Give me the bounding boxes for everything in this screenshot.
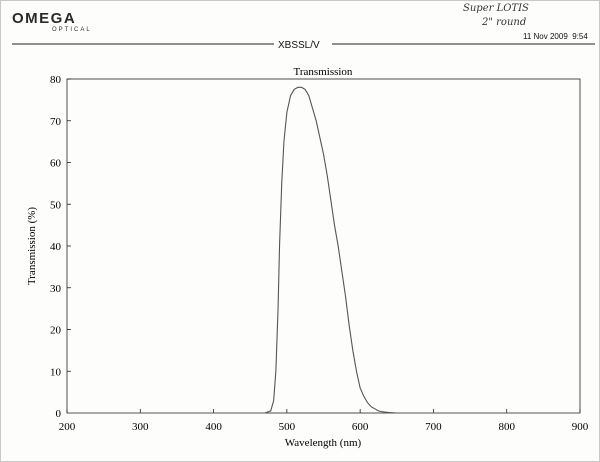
datetime-stamp: 11 Nov 2009 9:54 <box>523 32 588 41</box>
plot-frame <box>66 78 581 414</box>
filter-name: XBSSL/V <box>278 40 320 51</box>
transmission-curve <box>67 86 580 414</box>
time-text: 9:54 <box>572 32 588 41</box>
x-tick-label: 700 <box>425 421 442 433</box>
omega-logo: OMEGA OPTICAL <box>12 6 102 34</box>
logo-text: OMEGA <box>12 10 77 27</box>
logo-subtext: OPTICAL <box>52 27 92 33</box>
chart-title: Transmission <box>294 66 353 78</box>
y-tick-label: 10 <box>50 366 62 378</box>
handwritten-note-line1: Super LOTIS <box>463 3 529 14</box>
y-tick-label: 30 <box>50 283 62 295</box>
y-tick-label: 70 <box>50 116 62 128</box>
y-axis-ticks: 0 10 20 30 40 50 60 70 80 <box>50 74 71 420</box>
x-tick-label: 900 <box>572 421 589 433</box>
x-axis-label: Wavelength (nm) <box>285 437 362 449</box>
y-tick-label: 80 <box>50 74 62 86</box>
date-text: 11 Nov 2009 <box>523 32 568 41</box>
x-tick-label: 400 <box>205 421 222 433</box>
x-tick-label: 200 <box>59 421 76 433</box>
y-tick-label: 60 <box>50 158 62 170</box>
y-tick-label: 0 <box>56 408 62 420</box>
x-axis-ticks: 200 300 400 500 600 700 800 900 <box>59 409 589 433</box>
x-tick-label: 800 <box>498 421 515 433</box>
x-tick-label: 500 <box>279 421 296 433</box>
y-tick-label: 40 <box>50 241 62 253</box>
x-tick-label: 600 <box>352 421 369 433</box>
handwritten-note-line2: 2" round <box>482 17 527 28</box>
x-tick-label: 300 <box>132 421 149 433</box>
y-tick-label: 20 <box>50 325 62 337</box>
y-tick-label: 50 <box>50 199 62 211</box>
y-axis-label: Transmission (%) <box>26 207 38 285</box>
